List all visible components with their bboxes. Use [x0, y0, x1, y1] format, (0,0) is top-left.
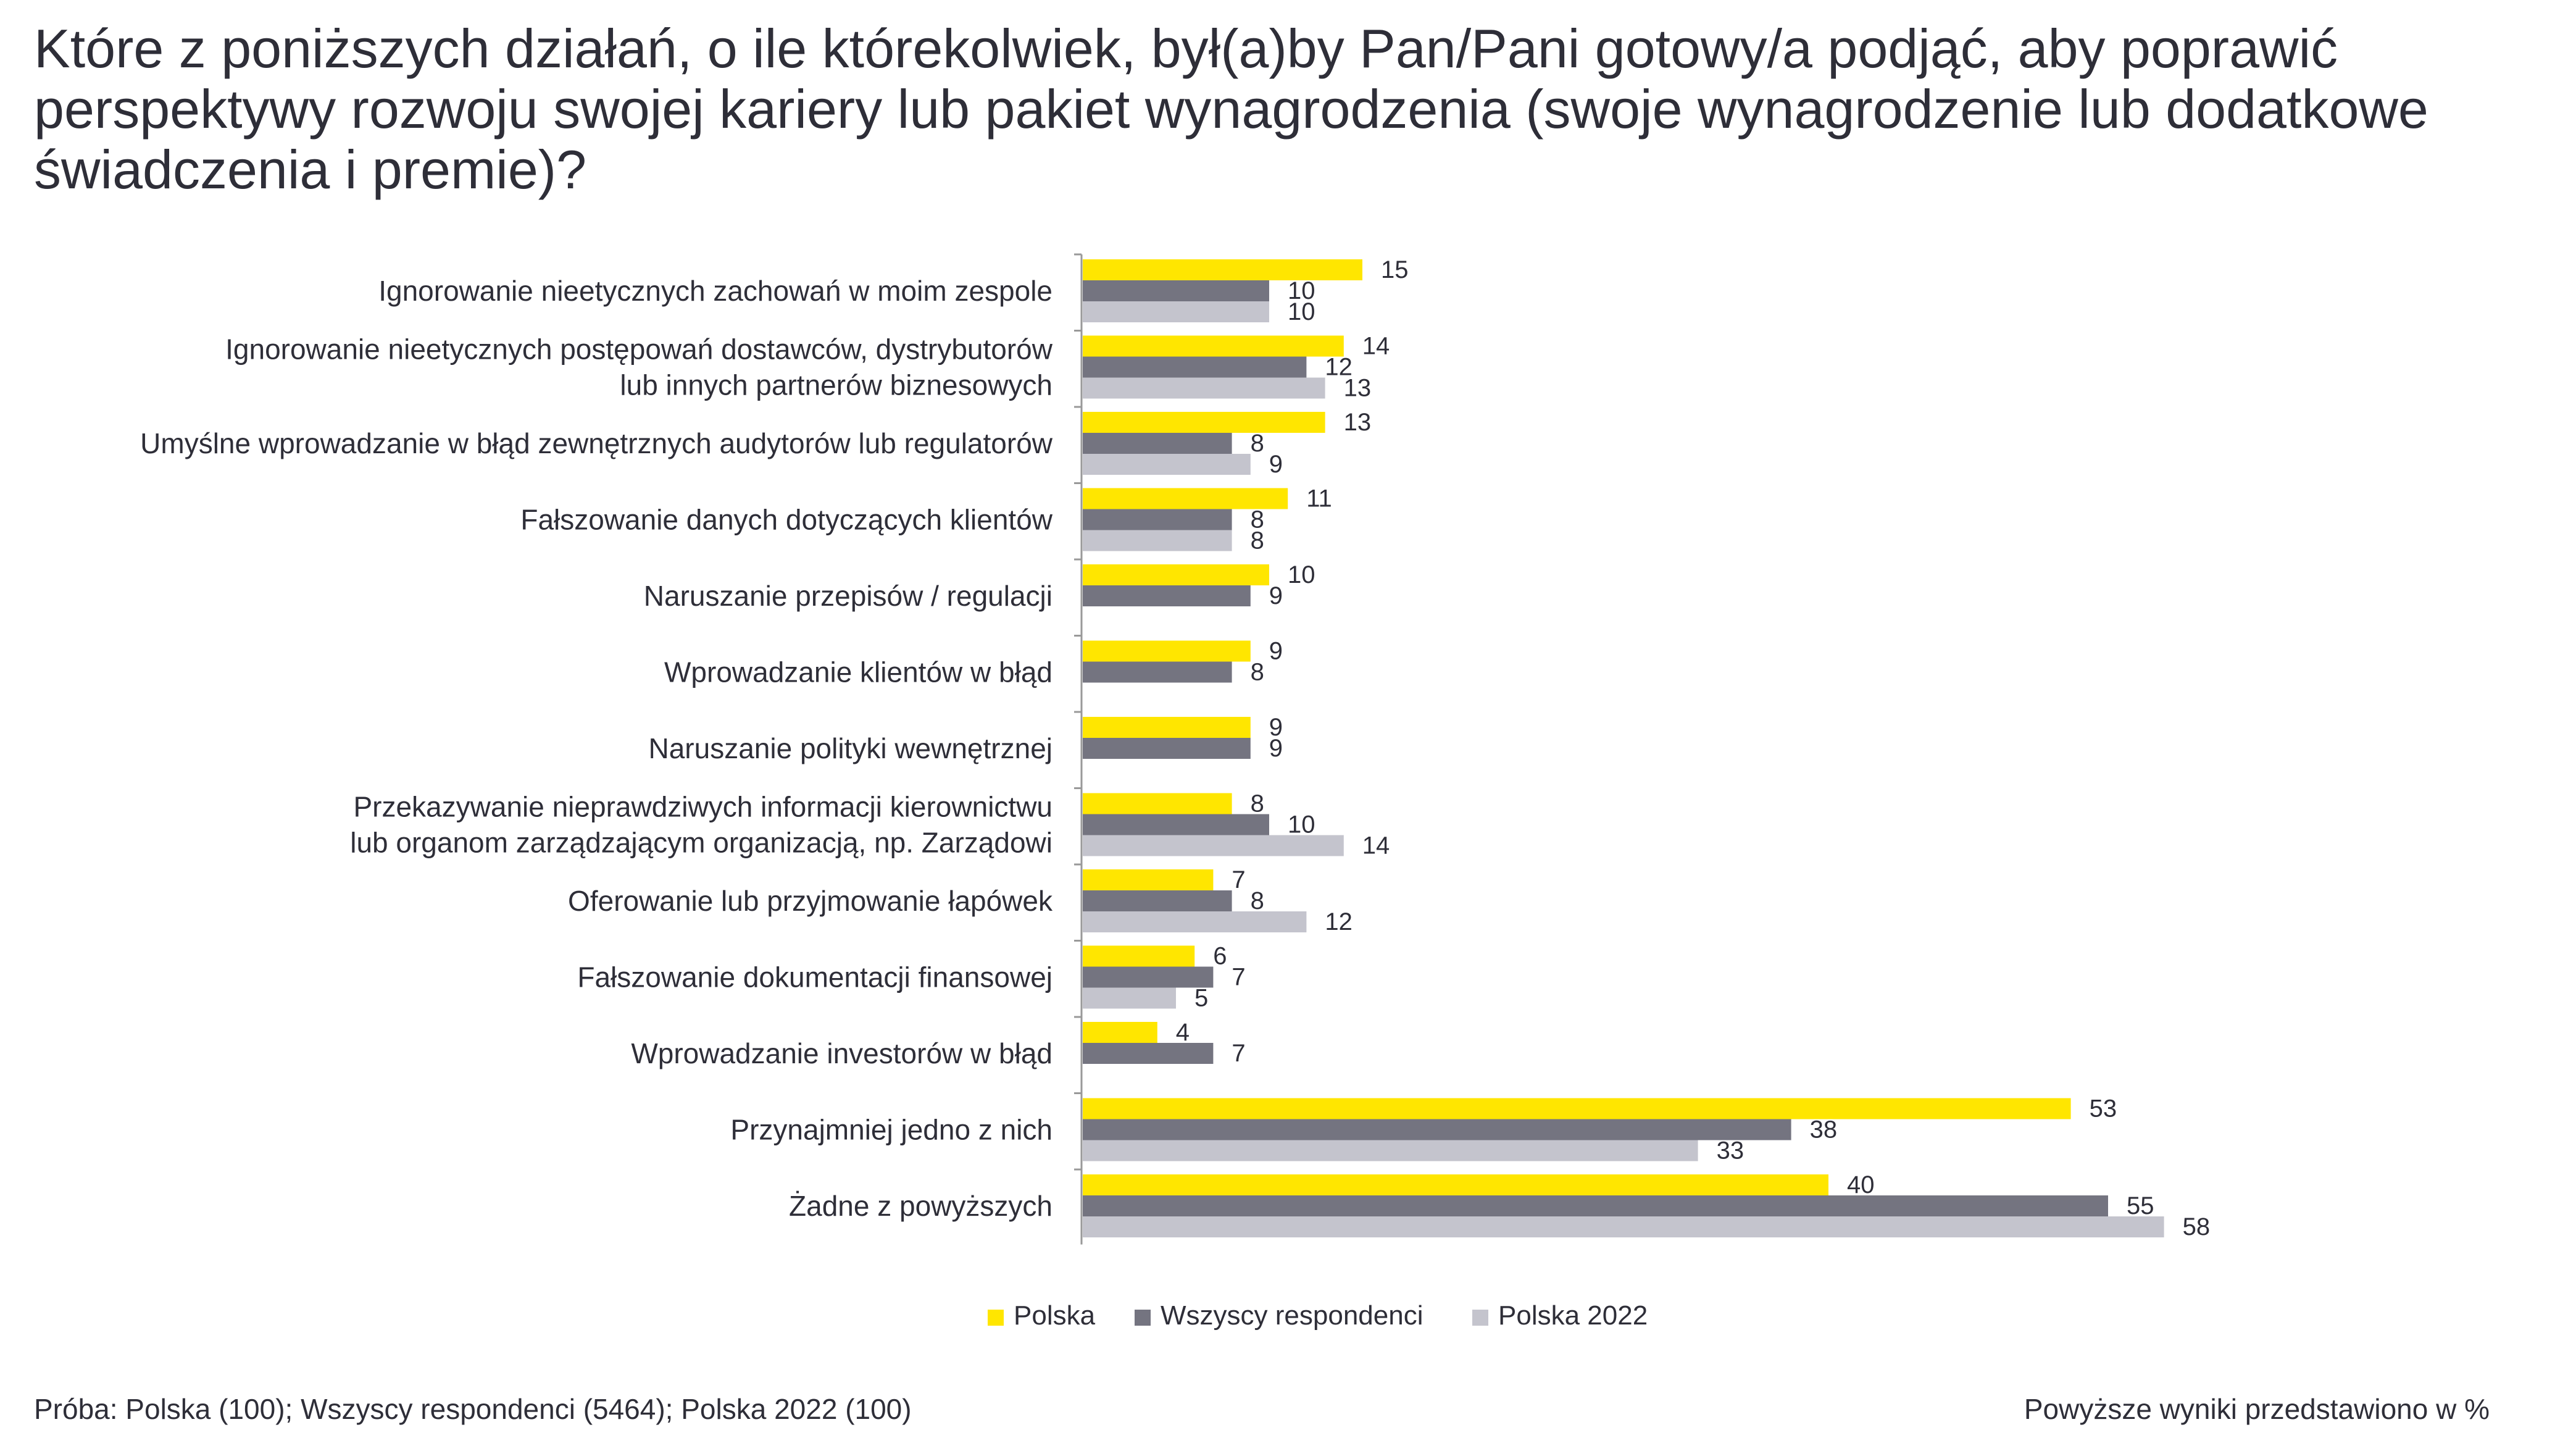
bar-polska-2022 — [1083, 454, 1251, 475]
bar-polska — [1083, 793, 1232, 814]
category-label: Przekazywanie nieprawdziwych informacji … — [353, 791, 1052, 823]
data-label: 6 — [1213, 943, 1227, 970]
unit-footnote: Powyższe wyniki przedstawiono w % — [2024, 1393, 2490, 1425]
bar-polska-2022 — [1083, 1216, 2164, 1237]
data-label: 8 — [1251, 506, 1264, 533]
bar-polska-2022 — [1083, 1140, 1698, 1161]
legend-swatch — [1472, 1310, 1488, 1326]
data-label: 7 — [1232, 964, 1245, 991]
bar-wszyscy-respondenci — [1083, 890, 1232, 911]
bar-wszyscy-respondenci — [1083, 661, 1232, 683]
category-label: lub organom zarządzającym organizacją, n… — [350, 827, 1052, 859]
data-label: 9 — [1269, 582, 1283, 609]
bar-polska-2022 — [1083, 911, 1307, 932]
data-label: 8 — [1251, 790, 1264, 818]
data-label: 8 — [1251, 659, 1264, 686]
data-label: 7 — [1232, 1040, 1245, 1067]
data-label: 11 — [1306, 485, 1332, 512]
data-label: 12 — [1325, 908, 1353, 935]
category-label: Żadne z powyższych — [789, 1190, 1052, 1222]
bar-wszyscy-respondenci — [1083, 585, 1251, 606]
category-labels-layer: Ignorowanie nieetycznych zachowań w moim… — [140, 275, 1053, 1222]
legend: Polska Wszyscy respondenci Polska 2022 — [988, 1300, 1648, 1331]
category-label: Fałszowanie dokumentacji finansowej — [577, 961, 1052, 993]
legend-label: Polska 2022 — [1498, 1300, 1648, 1331]
data-label: 9 — [1269, 451, 1283, 478]
legend-label: Wszyscy respondenci — [1161, 1300, 1423, 1331]
bar-wszyscy-respondenci — [1083, 1119, 1791, 1140]
bar-polska — [1083, 717, 1251, 738]
bar-polska — [1083, 640, 1251, 662]
bar-polska-2022 — [1083, 987, 1176, 1009]
data-label: 9 — [1269, 714, 1283, 741]
data-label: 33 — [1717, 1137, 1744, 1165]
data-label: 58 — [2183, 1213, 2211, 1240]
bar-wszyscy-respondenci — [1083, 509, 1232, 530]
data-label: 14 — [1362, 832, 1390, 860]
data-label: 40 — [1847, 1171, 1875, 1198]
data-label: 12 — [1325, 354, 1353, 381]
data-label: 8 — [1251, 430, 1264, 457]
data-label: 5 — [1194, 985, 1208, 1012]
data-label: 13 — [1344, 409, 1372, 436]
legend-label: Polska — [1014, 1300, 1096, 1331]
data-label: 4 — [1176, 1019, 1190, 1046]
legend-swatch — [988, 1310, 1004, 1326]
bar-polska — [1083, 1174, 1828, 1195]
category-label: Naruszanie polityki wewnętrznej — [648, 732, 1052, 764]
category-label: lub innych partnerów biznesowych — [620, 369, 1052, 401]
legend-swatch — [1135, 1310, 1151, 1326]
category-label: Oferowanie lub przyjmowanie łapówek — [568, 885, 1053, 917]
bar-wszyscy-respondenci — [1083, 1043, 1214, 1064]
data-label: 10 — [1288, 561, 1315, 588]
bar-polska — [1083, 488, 1288, 509]
bars-layer: 1510101412131389118810998998101478126754… — [1074, 253, 2211, 1245]
bar-wszyscy-respondenci — [1083, 280, 1269, 301]
bar-wszyscy-respondenci — [1083, 966, 1214, 988]
bar-polska-2022 — [1083, 530, 1232, 551]
category-label: Fałszowanie danych dotyczących klientów — [520, 504, 1052, 536]
bar-polska — [1083, 869, 1214, 890]
data-label: 10 — [1288, 277, 1315, 304]
bar-polska — [1083, 335, 1344, 357]
category-label: Ignorowanie nieetycznych postępowań dost… — [225, 333, 1053, 366]
bar-wszyscy-respondenci — [1083, 738, 1251, 759]
bar-wszyscy-respondenci — [1083, 356, 1307, 378]
data-label: 53 — [2090, 1095, 2117, 1123]
bar-polska-2022 — [1083, 377, 1325, 399]
data-label: 9 — [1269, 638, 1283, 665]
data-label: 13 — [1344, 375, 1372, 402]
bar-polska-2022 — [1083, 301, 1269, 322]
category-label: Przynajmniej jedno z nich — [730, 1114, 1052, 1146]
bar-polska — [1083, 1098, 2071, 1119]
bar-polska — [1083, 945, 1195, 967]
bar-polska-2022 — [1083, 835, 1344, 856]
data-label: 8 — [1251, 887, 1264, 914]
chart-title: Które z poniższych działań, o ile którek… — [34, 18, 2428, 200]
data-label: 9 — [1269, 735, 1283, 762]
bar-polska — [1083, 564, 1269, 585]
data-label: 38 — [1810, 1116, 1838, 1144]
data-label: 8 — [1251, 527, 1264, 554]
data-label: 14 — [1362, 333, 1390, 360]
data-label: 10 — [1288, 811, 1315, 839]
bar-wszyscy-respondenci — [1083, 814, 1269, 835]
bar-wszyscy-respondenci — [1083, 433, 1232, 454]
bar-polska — [1083, 259, 1362, 280]
category-label: Wprowadzanie klientów w błąd — [664, 656, 1052, 688]
data-label: 55 — [2127, 1192, 2154, 1219]
bar-wszyscy-respondenci — [1083, 1195, 2108, 1216]
bar-polska — [1083, 1022, 1157, 1043]
data-label: 10 — [1288, 298, 1315, 325]
data-label: 7 — [1232, 866, 1245, 893]
category-label: Wprowadzanie investorów w błąd — [631, 1037, 1052, 1069]
bar-polska — [1083, 412, 1325, 433]
data-label: 15 — [1381, 256, 1409, 283]
sample-footnote: Próba: Polska (100); Wszyscy respondenci… — [34, 1393, 912, 1425]
category-label: Naruszanie przepisów / regulacji — [644, 580, 1052, 612]
category-label: Ignorowanie nieetycznych zachowań w moim… — [378, 275, 1052, 307]
category-label: Umyślne wprowadzanie w błąd zewnętrznych… — [140, 427, 1053, 459]
